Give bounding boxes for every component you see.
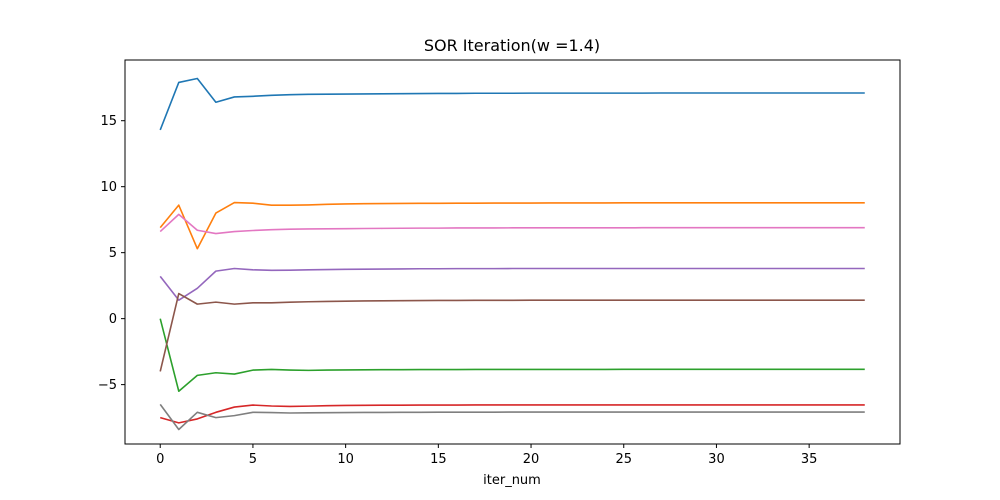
x-tick-label: 25 — [615, 452, 632, 467]
x-tick-label: 0 — [156, 452, 164, 467]
y-axis: −5 0 5 10 15 — [98, 114, 125, 393]
y-tick-label: 15 — [100, 114, 117, 129]
series-line-1 — [159, 77, 865, 131]
plot-frame — [124, 59, 901, 445]
series-layer — [159, 77, 865, 431]
x-tick-label: 10 — [337, 452, 354, 467]
series-line-5 — [159, 267, 865, 301]
y-tick-label: 10 — [100, 180, 117, 195]
chart-title: SOR Iteration(w =1.4) — [424, 36, 600, 55]
series-line-8 — [159, 403, 865, 431]
x-axis-label: iter_num — [483, 473, 541, 488]
series-line-2 — [159, 201, 865, 250]
series-line-7 — [159, 213, 865, 235]
series-line-4 — [160, 404, 865, 424]
x-tick-label: 35 — [801, 452, 818, 467]
series-line-3 — [159, 318, 865, 393]
series-line-6 — [159, 292, 865, 372]
y-tick-label: 0 — [109, 312, 117, 327]
x-axis: 0 5 10 15 20 25 30 35 — [156, 444, 817, 467]
y-tick-label: −5 — [98, 378, 117, 393]
x-tick-label: 30 — [708, 452, 725, 467]
x-tick-label: 5 — [249, 452, 257, 467]
x-tick-label: 20 — [523, 452, 540, 467]
x-tick-label: 15 — [430, 452, 447, 467]
y-tick-label: 5 — [109, 246, 117, 261]
